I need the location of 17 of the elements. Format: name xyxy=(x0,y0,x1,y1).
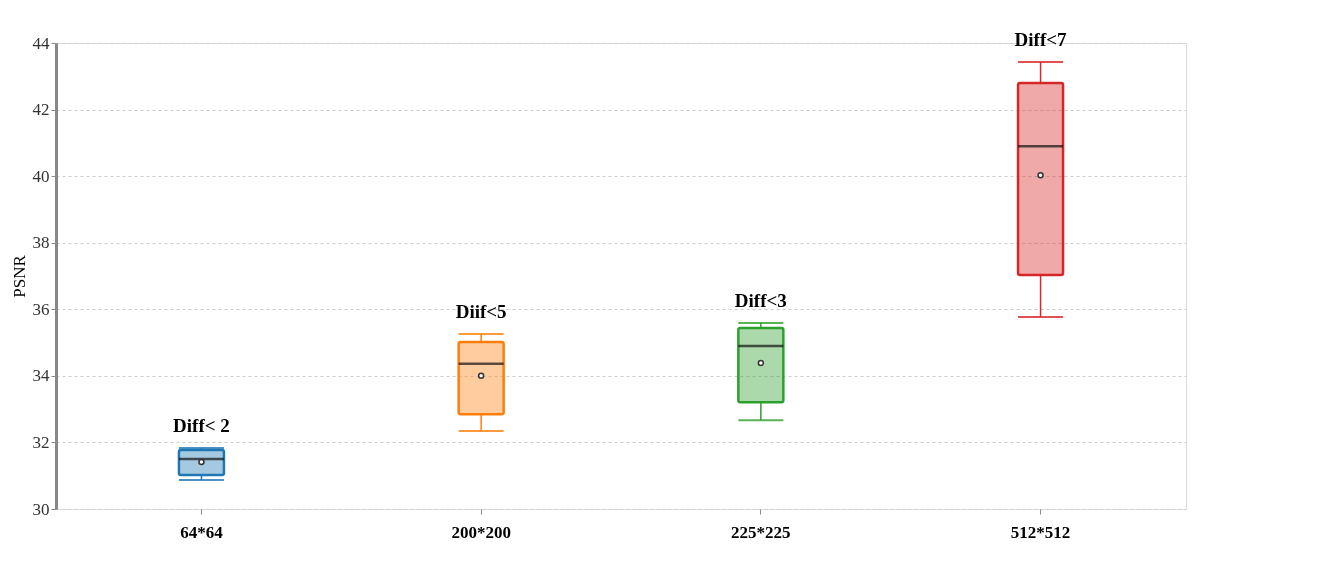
annotation: Diif<5 xyxy=(455,300,507,322)
x-tick-label: 64*64 xyxy=(180,522,224,542)
y-tick-label: 30 xyxy=(32,499,50,519)
annotation: Diff< 2 xyxy=(173,415,230,437)
y-tick-label: 36 xyxy=(32,299,50,319)
y-tick-label: 42 xyxy=(32,100,50,120)
y-axis-title: PSNR xyxy=(9,254,29,298)
x-tick-label: 225*225 xyxy=(731,522,791,542)
y-tick-label: 32 xyxy=(32,432,50,452)
y-tick-label: 44 xyxy=(32,33,50,53)
y-tick-label: 38 xyxy=(32,233,50,253)
x-tick-label: 512*512 xyxy=(1010,522,1071,542)
x-tick-label: 200*200 xyxy=(451,522,511,542)
annotation: Diff<7 xyxy=(1014,28,1068,50)
y-tick-label: 34 xyxy=(32,366,50,386)
y-tick-label: 40 xyxy=(32,166,50,186)
annotation: Diff<3 xyxy=(734,289,787,311)
